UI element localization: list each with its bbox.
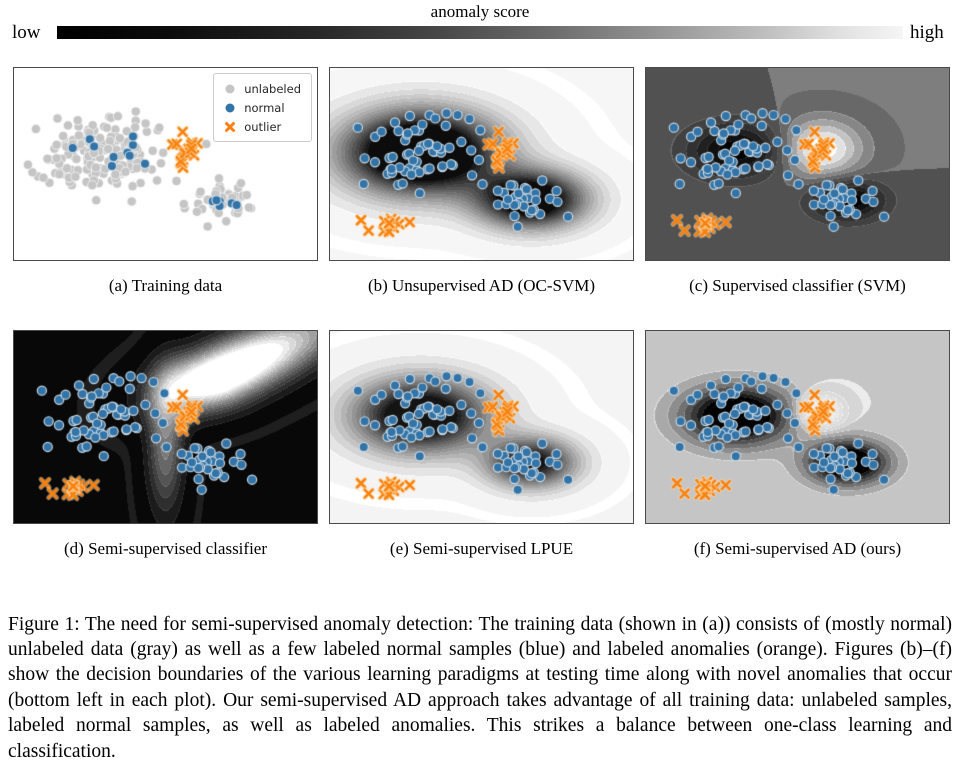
panel-b-plot	[330, 68, 633, 260]
subcaption-a: (a) Training data	[108, 276, 223, 295]
legend-item-label: outlier	[244, 119, 282, 134]
subcaption-d: (d) Semi-supervised classifier	[64, 539, 267, 558]
subcaption-e: (e) Semi-supervised LPUE	[389, 539, 574, 558]
panel-f-plot	[646, 331, 949, 523]
subcaption-f: (f) Semi-supervised AD (ours)	[693, 539, 902, 558]
colorbar-gradient	[57, 26, 903, 39]
colorbar-title: anomaly score	[430, 2, 530, 21]
legend-item-normal: normal	[222, 98, 301, 117]
normal-marker-icon	[222, 102, 238, 114]
legend-item-label: unlabeled	[244, 81, 301, 96]
figure-caption: Figure 1: The need for semi-supervised a…	[8, 613, 952, 760]
subcaption-b: (b) Unsupervised AD (OC-SVM)	[367, 276, 596, 295]
panel-training-data: unlabeled normal outlier	[13, 67, 318, 261]
outlier-marker-icon	[222, 121, 238, 133]
legend: unlabeled normal outlier	[213, 73, 312, 142]
colorbar-low-label: low	[12, 22, 41, 43]
legend-item-outlier: outlier	[222, 117, 301, 136]
panel-semisupervised-lpue	[329, 330, 634, 524]
panel-supervised-svm	[645, 67, 950, 261]
legend-item-label: normal	[244, 100, 285, 115]
legend-item-unlabeled: unlabeled	[222, 79, 301, 98]
panel-unsupervised-ocsvm	[329, 67, 634, 261]
unlabeled-marker-icon	[222, 83, 238, 95]
panel-c-plot	[646, 68, 949, 260]
subcaption-c: (c) Supervised classifier (SVM)	[689, 276, 906, 295]
panel-e-plot	[330, 331, 633, 523]
panel-d-plot	[14, 331, 317, 523]
panel-semisupervised-classifier	[13, 330, 318, 524]
panel-semisupervised-ad-ours	[645, 330, 950, 524]
colorbar-high-label: high	[910, 22, 944, 43]
